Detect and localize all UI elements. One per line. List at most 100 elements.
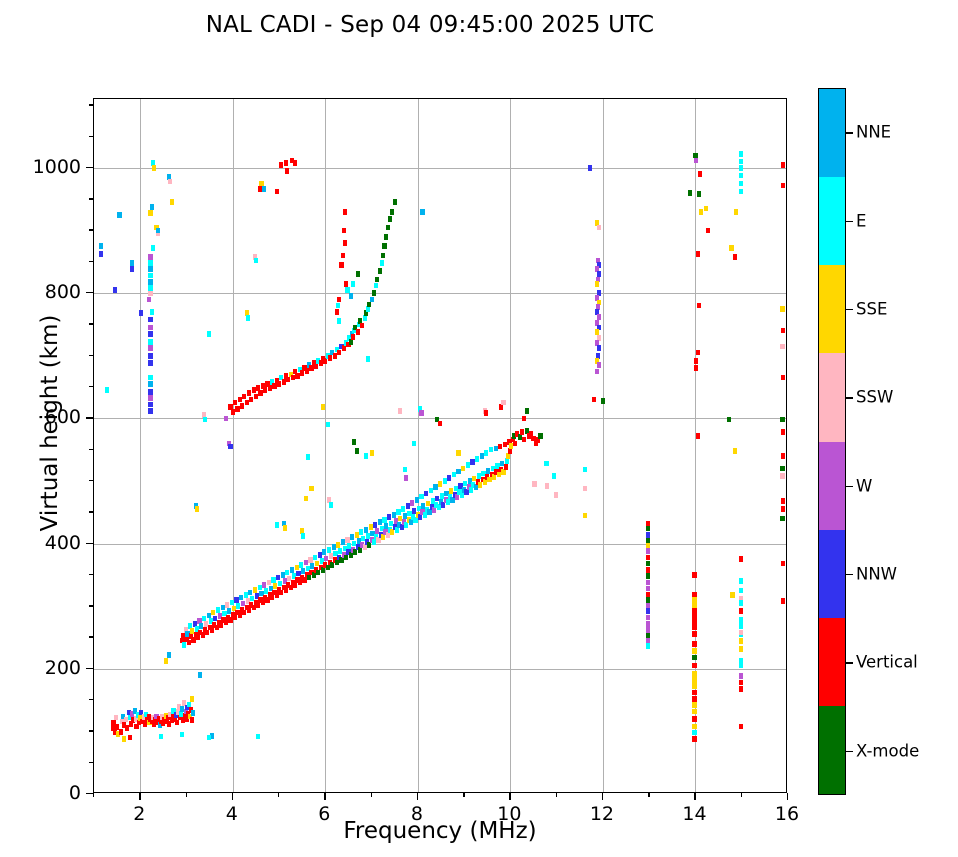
data-point bbox=[781, 429, 786, 435]
data-point bbox=[698, 208, 704, 215]
data-point bbox=[390, 529, 395, 536]
data-point bbox=[115, 731, 121, 737]
data-point bbox=[318, 564, 323, 571]
data-point bbox=[134, 723, 139, 730]
data-point bbox=[244, 604, 249, 611]
colorbar-segment-w[interactable] bbox=[819, 441, 845, 530]
colorbar-label-w: W bbox=[856, 476, 873, 496]
data-point bbox=[418, 514, 423, 521]
colorbar-segment-ssw[interactable] bbox=[819, 353, 845, 442]
data-point bbox=[131, 717, 136, 723]
data-point bbox=[277, 580, 283, 587]
data-point bbox=[494, 469, 499, 475]
data-point bbox=[301, 533, 306, 539]
data-point bbox=[365, 356, 370, 362]
data-point bbox=[692, 608, 697, 614]
data-point bbox=[177, 714, 183, 721]
data-point bbox=[357, 546, 363, 553]
data-point bbox=[182, 712, 187, 719]
data-point bbox=[263, 594, 268, 601]
gridline-horizontal bbox=[94, 167, 786, 169]
x-tick-minor bbox=[185, 793, 187, 797]
data-point bbox=[152, 717, 158, 723]
data-point bbox=[227, 608, 232, 614]
data-point bbox=[191, 637, 196, 643]
data-point bbox=[350, 534, 355, 541]
data-point bbox=[323, 562, 328, 568]
data-point bbox=[780, 343, 785, 350]
data-point bbox=[419, 410, 424, 417]
data-point bbox=[222, 610, 227, 617]
data-point bbox=[706, 227, 711, 234]
data-point bbox=[435, 495, 440, 502]
data-point bbox=[223, 619, 228, 626]
y-tick-minor bbox=[89, 761, 93, 764]
data-point bbox=[258, 186, 263, 192]
data-point bbox=[738, 662, 743, 669]
colorbar-label-nne: NNE bbox=[856, 122, 892, 142]
data-point bbox=[143, 711, 148, 718]
data-point bbox=[202, 416, 208, 423]
data-point bbox=[139, 310, 144, 316]
x-tick-label: 2 bbox=[133, 803, 146, 825]
y-tick-minor bbox=[89, 323, 93, 325]
data-point bbox=[393, 518, 398, 524]
data-point bbox=[379, 260, 384, 266]
data-point bbox=[502, 441, 507, 448]
data-point bbox=[98, 243, 103, 249]
data-point bbox=[425, 506, 430, 513]
data-point bbox=[226, 614, 231, 621]
data-point bbox=[289, 157, 295, 164]
colorbar-segment-x-mode[interactable] bbox=[819, 705, 845, 794]
data-point bbox=[320, 404, 326, 410]
data-point bbox=[394, 526, 400, 533]
data-point bbox=[382, 243, 387, 249]
data-point bbox=[181, 700, 186, 707]
data-point bbox=[196, 634, 201, 641]
data-point bbox=[360, 541, 365, 548]
data-point bbox=[260, 599, 265, 606]
data-point bbox=[781, 182, 786, 189]
colorbar-segment-e[interactable] bbox=[819, 177, 845, 266]
data-point bbox=[355, 271, 360, 278]
plot-area[interactable] bbox=[93, 98, 787, 793]
data-point bbox=[330, 562, 335, 568]
data-point bbox=[253, 257, 258, 264]
data-point bbox=[148, 260, 153, 266]
colorbar-segment-nnw[interactable] bbox=[819, 529, 845, 618]
data-point bbox=[296, 570, 301, 577]
data-point bbox=[305, 565, 310, 572]
data-point bbox=[156, 716, 161, 722]
colorbar-segment-sse[interactable] bbox=[819, 265, 845, 354]
data-point bbox=[738, 658, 743, 665]
data-point bbox=[351, 439, 357, 445]
data-point bbox=[322, 549, 327, 556]
data-point bbox=[148, 330, 153, 337]
data-point bbox=[166, 174, 172, 181]
data-point bbox=[148, 339, 153, 345]
data-point bbox=[402, 466, 407, 473]
data-point bbox=[256, 602, 261, 608]
data-point bbox=[142, 721, 147, 728]
colorbar-segment-vertical[interactable] bbox=[819, 617, 845, 706]
data-point bbox=[309, 365, 314, 372]
colorbar[interactable] bbox=[818, 88, 846, 795]
data-point bbox=[180, 632, 185, 639]
data-point bbox=[529, 431, 534, 437]
data-point bbox=[470, 459, 475, 465]
data-point bbox=[250, 595, 255, 602]
data-point bbox=[434, 501, 439, 508]
data-point bbox=[265, 597, 270, 603]
data-point bbox=[339, 262, 344, 268]
x-tick-minor bbox=[555, 793, 558, 797]
data-point bbox=[481, 470, 486, 477]
data-point bbox=[503, 464, 508, 470]
data-point bbox=[202, 412, 207, 418]
data-point bbox=[583, 466, 588, 473]
data-point bbox=[480, 476, 485, 483]
x-tick-label: 8 bbox=[410, 803, 423, 825]
data-point bbox=[336, 541, 341, 548]
colorbar-segment-nne[interactable] bbox=[819, 89, 845, 178]
data-point bbox=[429, 504, 434, 511]
data-point bbox=[392, 199, 397, 206]
